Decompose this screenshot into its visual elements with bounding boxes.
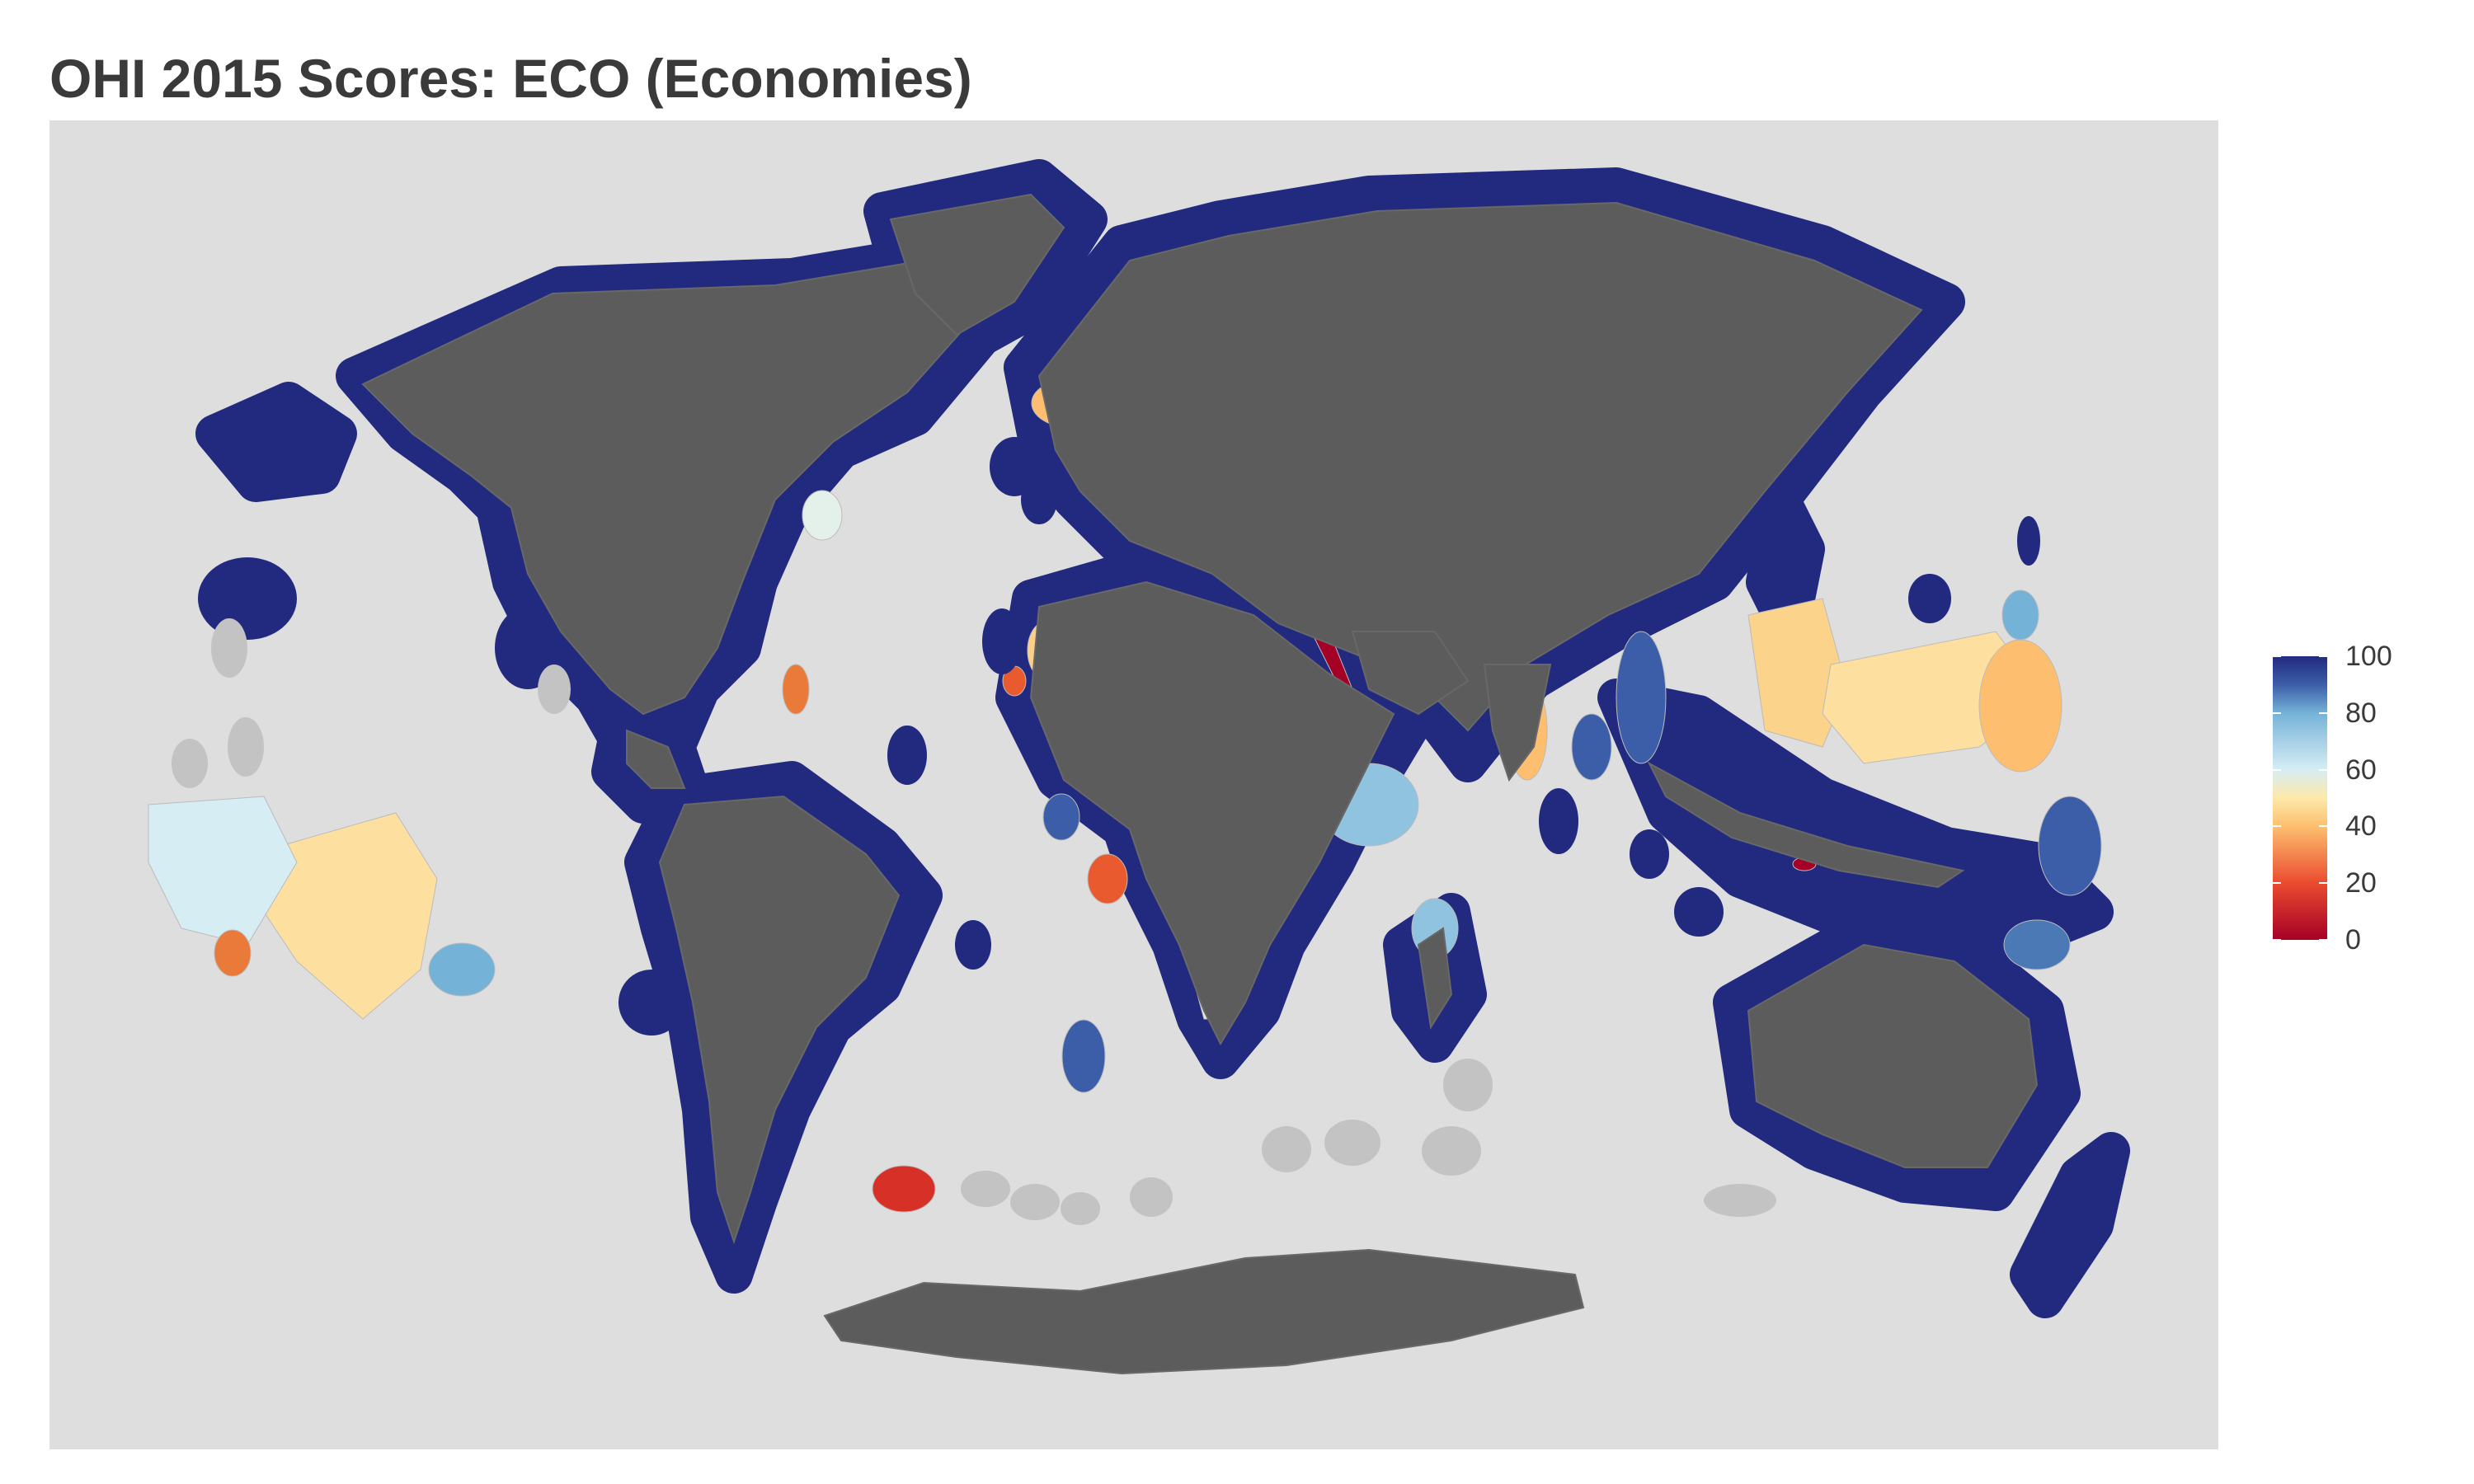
land-south-america <box>658 795 901 1245</box>
region-french-polynesia <box>263 812 438 1020</box>
legend-tick-mark <box>2319 882 2327 885</box>
land-central-america <box>626 729 686 789</box>
region-bermuda <box>802 490 843 541</box>
map-panel[interactable] <box>49 120 2218 1449</box>
land-madagascar <box>1417 927 1453 1030</box>
region-pitcairn <box>428 942 496 997</box>
legend-tick-mark <box>2273 825 2281 828</box>
legend-tick-mark <box>2273 768 2281 771</box>
legend-tick-mark <box>2273 655 2281 657</box>
region-caribbean-orange <box>782 664 810 715</box>
land-africa <box>1029 580 1395 1046</box>
land-arabia <box>1351 631 1470 716</box>
region-chagos <box>1571 713 1612 781</box>
region-tristan <box>1061 1019 1106 1093</box>
region-tonga <box>2003 919 2071 970</box>
legend-tick-label: 0 <box>2345 924 2361 956</box>
world-map[interactable] <box>49 120 2218 1449</box>
legend-tick-label: 40 <box>2345 810 2377 843</box>
region-vanuatu <box>2038 796 2102 896</box>
eez-no-data <box>172 618 1776 1225</box>
region-indochina <box>1616 631 1667 764</box>
legend-tick-label: 100 <box>2345 641 2392 672</box>
land-eurasia <box>1037 201 1923 732</box>
legend-tick-mark <box>2319 939 2327 941</box>
map-title: OHI 2015 Scores: ECO (Economies) <box>49 48 972 109</box>
land-antarctica <box>823 1248 1585 1375</box>
region-kiribati-west <box>2001 589 2039 641</box>
legend-tick-mark <box>2319 711 2327 714</box>
legend-tick-mark <box>2273 882 2281 885</box>
legend-tick-mark <box>2319 825 2327 828</box>
land-masses <box>361 193 2039 1375</box>
legend-tick-label: 80 <box>2345 697 2377 729</box>
legend-gradient-rect <box>2273 656 2327 940</box>
score-legend: 100 80 60 40 20 0 <box>2266 642 2448 965</box>
legend-tick-mark <box>2319 655 2327 657</box>
land-australia <box>1747 943 2039 1168</box>
region-marshall <box>1978 639 2062 773</box>
region-st-helena <box>1042 793 1080 841</box>
legend-tick-mark <box>2319 768 2327 771</box>
legend-color-bar <box>2273 656 2327 940</box>
land-india <box>1483 664 1552 782</box>
legend-tick-label: 60 <box>2345 754 2377 786</box>
region-ascension <box>1087 853 1128 904</box>
legend-tick-mark <box>2273 711 2281 714</box>
land-indonesia <box>1647 761 1965 889</box>
region-cook-islands <box>214 929 252 977</box>
region-falklands <box>872 1165 936 1213</box>
legend-tick-label: 20 <box>2345 867 2377 899</box>
legend-tick-mark <box>2273 939 2281 941</box>
land-greenland <box>889 193 1065 336</box>
